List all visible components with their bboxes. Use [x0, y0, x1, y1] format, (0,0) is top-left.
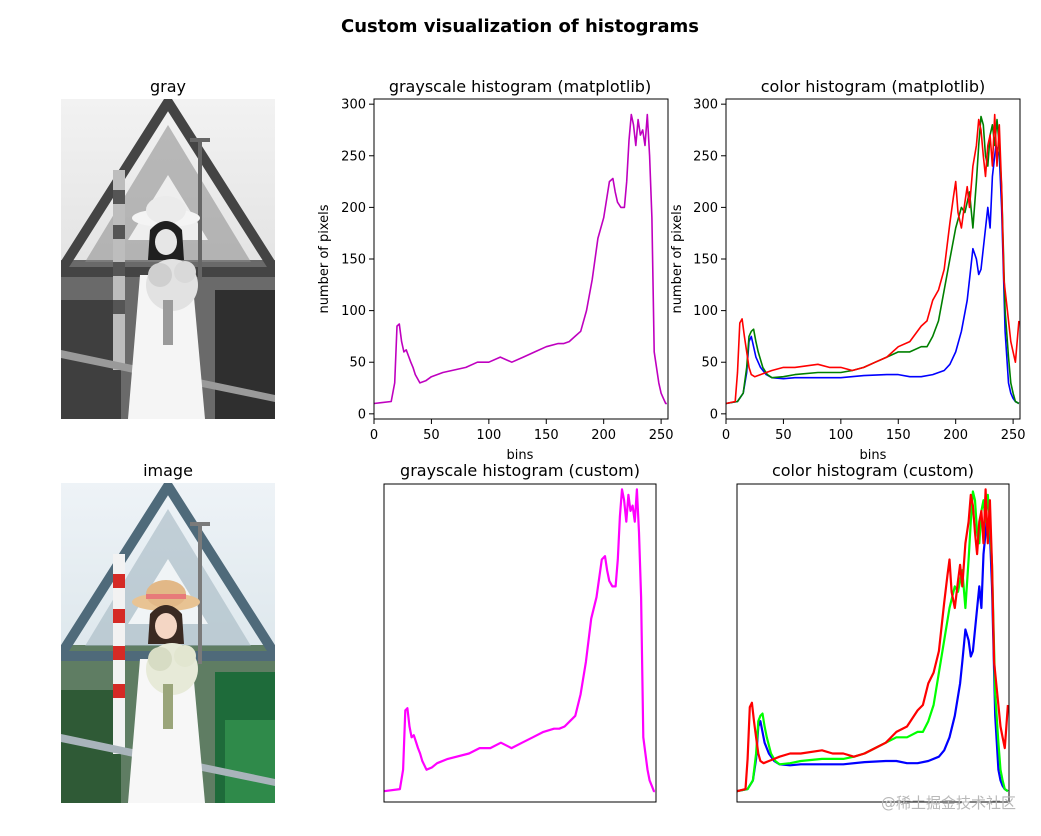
color-hist-ylabel: number of pixels — [670, 204, 685, 313]
color-hist-axes: color histogram (matplotlib) 0 50 100 150 20… — [670, 77, 1026, 463]
series-line-0 — [725, 144, 1020, 405]
x-tick-label: 100 — [828, 428, 853, 443]
gray-hist-title: grayscale histogram (matplotlib) — [389, 77, 651, 96]
y-tick-label: 150 — [341, 253, 366, 268]
gray-hist-plot — [373, 113, 667, 405]
x-tick-label: 250 — [649, 428, 674, 443]
series-line-2 — [725, 113, 1020, 405]
y-tick-label: 50 — [349, 356, 366, 371]
gray-hist-y-ticks: 0 50 100 150 200 250 300 — [341, 98, 374, 422]
series-line-2 — [736, 488, 1009, 793]
gray-hist-axes: grayscale histogram (matplotlib) 0 50 100 1… — [317, 77, 674, 463]
series-line-0 — [373, 113, 667, 405]
y-tick-label: 300 — [341, 98, 366, 113]
color-hist-y-ticks: 0 50 100 150 200 250 300 — [693, 98, 726, 422]
color-hist-custom-title: color histogram (custom) — [772, 461, 974, 480]
x-tick-label: 100 — [476, 428, 501, 443]
x-tick-label: 200 — [943, 428, 968, 443]
color-hist-plot — [725, 113, 1020, 405]
series-line-0 — [736, 520, 1009, 793]
x-tick-label: 50 — [423, 428, 440, 443]
figure-suptitle: Custom visualization of histograms — [341, 16, 699, 37]
x-tick-label: 200 — [591, 428, 616, 443]
y-tick-label: 50 — [701, 356, 718, 371]
gray-hist-ylabel: number of pixels — [317, 204, 332, 313]
gray-image-title: gray — [150, 77, 186, 96]
color-hist-custom-plot — [736, 488, 1009, 793]
y-tick-label: 200 — [341, 201, 366, 216]
x-tick-label: 0 — [722, 428, 730, 443]
color-hist-xlabel: bins — [860, 448, 887, 463]
x-tick-label: 150 — [534, 428, 559, 443]
gray-hist-custom-plot — [383, 488, 655, 793]
gray-hist-frame — [373, 98, 669, 420]
gray-photo — [61, 99, 275, 419]
series-line-1 — [725, 115, 1020, 405]
gray-hist-xlabel: bins — [507, 448, 534, 463]
gray-hist-custom-title: grayscale histogram (custom) — [400, 461, 640, 480]
y-tick-label: 300 — [693, 98, 718, 113]
gray-hist-custom-frame — [383, 483, 657, 803]
x-tick-label: 150 — [886, 428, 911, 443]
y-tick-label: 100 — [693, 304, 718, 319]
color-hist-custom-axes: color histogram (custom) — [736, 461, 1010, 803]
gray-image-panel: gray — [61, 77, 275, 419]
y-tick-label: 250 — [693, 149, 718, 164]
color-hist-x-ticks: 0 50 100 150 200 250 — [722, 419, 1026, 443]
x-tick-label: 50 — [775, 428, 792, 443]
gray-hist-custom-axes: grayscale histogram (custom) — [383, 461, 657, 803]
series-line-0 — [383, 488, 655, 793]
color-image-panel: image — [61, 461, 275, 803]
watermark: @稀土掘金技术社区 — [881, 794, 1016, 812]
color-image-title: image — [143, 461, 193, 480]
y-tick-label: 250 — [341, 149, 366, 164]
y-tick-label: 0 — [710, 407, 718, 422]
color-photo — [61, 483, 275, 803]
color-hist-custom-frame — [736, 483, 1010, 803]
y-tick-label: 0 — [358, 407, 366, 422]
gray-hist-x-ticks: 0 50 100 150 200 250 — [370, 419, 674, 443]
x-tick-label: 0 — [370, 428, 378, 443]
x-tick-label: 250 — [1001, 428, 1026, 443]
y-tick-label: 150 — [693, 253, 718, 268]
y-tick-label: 100 — [341, 304, 366, 319]
y-tick-label: 200 — [693, 201, 718, 216]
color-hist-title: color histogram (matplotlib) — [761, 77, 986, 96]
